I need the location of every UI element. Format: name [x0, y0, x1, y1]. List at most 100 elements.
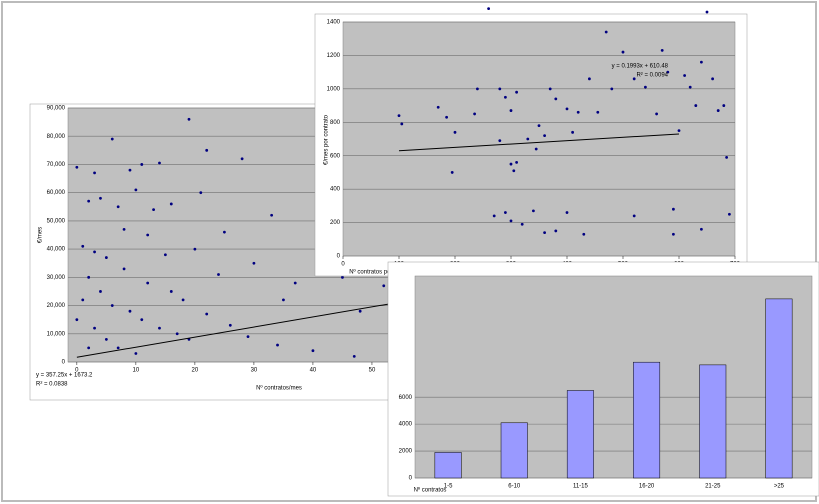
point	[655, 112, 658, 116]
point	[532, 209, 535, 213]
point	[504, 211, 507, 214]
point	[140, 163, 144, 166]
point	[81, 298, 85, 302]
point	[282, 298, 285, 302]
point	[554, 97, 558, 101]
point	[228, 323, 232, 327]
point	[104, 256, 108, 259]
point	[660, 49, 664, 52]
point	[205, 312, 209, 316]
point	[537, 124, 541, 128]
x-axis-label: Nº contratos	[414, 487, 447, 494]
y-tick-label: 800	[330, 120, 341, 126]
point	[509, 109, 513, 112]
point	[543, 134, 546, 138]
point	[193, 247, 197, 251]
point	[728, 212, 731, 216]
point	[576, 110, 580, 114]
bar	[434, 452, 462, 479]
point	[453, 130, 457, 134]
point	[436, 105, 440, 109]
y-tick-label: 200	[330, 220, 341, 226]
point	[498, 139, 502, 143]
point	[116, 205, 120, 209]
bar	[500, 422, 528, 479]
y-tick-label: 90,000	[47, 106, 66, 112]
point	[473, 112, 476, 116]
point	[352, 354, 356, 358]
point	[134, 352, 138, 355]
point	[311, 349, 315, 353]
point	[397, 114, 401, 117]
point	[476, 87, 479, 91]
y-tick-label: 2000	[399, 449, 413, 455]
point	[382, 284, 386, 288]
point	[223, 230, 226, 234]
point	[128, 309, 132, 313]
x-tick-label: 21-25	[705, 484, 721, 490]
point	[217, 273, 220, 276]
point	[688, 85, 692, 89]
x-tick-label: 0	[341, 262, 345, 268]
point	[146, 281, 150, 285]
y-tick-label: 20,000	[47, 303, 66, 309]
point	[596, 110, 600, 114]
trend-equation: y = 0.1993x + 610.48	[612, 64, 669, 70]
x-tick-label: 1-5	[444, 484, 453, 490]
point	[116, 346, 120, 350]
x-tick-label: 0	[75, 368, 79, 374]
point	[93, 171, 96, 175]
point	[187, 117, 191, 121]
point	[644, 85, 647, 89]
x-axis-label: Nº contratos/mes	[256, 385, 302, 392]
point	[509, 219, 513, 223]
point	[181, 298, 185, 302]
point	[128, 168, 132, 172]
point	[199, 191, 203, 195]
point	[677, 129, 681, 133]
point	[565, 211, 569, 214]
point	[492, 214, 496, 218]
point	[621, 50, 625, 54]
point	[700, 227, 703, 231]
point	[534, 147, 538, 151]
point	[93, 250, 96, 254]
point	[571, 130, 574, 134]
point	[588, 77, 591, 81]
point	[110, 304, 114, 307]
point	[526, 137, 530, 141]
point	[610, 87, 614, 91]
bar	[633, 361, 661, 479]
point	[672, 207, 675, 211]
y-tick-label: 1000	[327, 86, 341, 92]
point	[554, 229, 558, 233]
point	[445, 115, 448, 119]
point	[700, 60, 703, 64]
point	[152, 208, 155, 212]
bar	[566, 390, 594, 479]
point	[705, 10, 709, 14]
y-tick-label: 0	[409, 476, 413, 482]
point	[683, 74, 686, 77]
y-tick-label: 10,000	[47, 331, 66, 337]
y-tick-label: 70,000	[47, 162, 66, 168]
point	[158, 326, 161, 330]
point	[341, 275, 344, 279]
point	[240, 157, 244, 161]
y-tick-label: 60,000	[47, 190, 66, 196]
plot-area	[414, 275, 813, 479]
point	[81, 244, 85, 248]
point	[672, 232, 675, 236]
point	[140, 318, 144, 322]
point	[666, 70, 670, 74]
point	[99, 196, 102, 200]
point	[512, 169, 516, 173]
point	[694, 104, 698, 107]
point	[122, 227, 126, 231]
point	[146, 233, 150, 237]
y-axis-label: €/mes	[38, 227, 44, 243]
x-tick-label: 20	[192, 368, 199, 374]
y-tick-label: 30,000	[47, 275, 66, 281]
y-tick-label: 80,000	[47, 134, 66, 140]
x-tick-label: 11-15	[573, 484, 589, 490]
